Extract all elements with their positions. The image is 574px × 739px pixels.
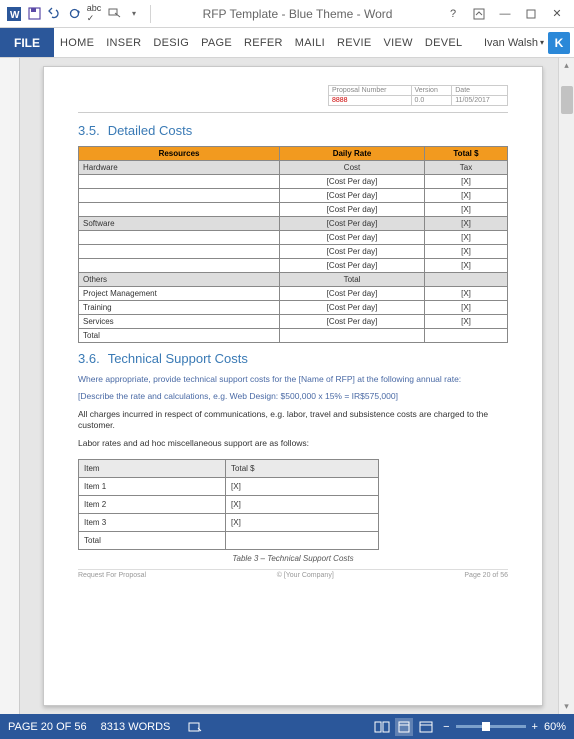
table-row: [Cost Per day][X] xyxy=(79,189,508,203)
close-icon[interactable]: ✕ xyxy=(544,3,570,25)
tab-home[interactable]: HOME xyxy=(54,28,100,57)
table-row: [Cost Per day][X] xyxy=(79,175,508,189)
tab-review[interactable]: REVIE xyxy=(331,28,378,57)
document-canvas[interactable]: Proposal NumberVersionDate 88880.011/05/… xyxy=(20,58,574,714)
tab-devel[interactable]: DEVEL xyxy=(419,28,469,57)
undo-icon[interactable] xyxy=(46,6,62,22)
table-row: Total xyxy=(79,532,379,550)
table-caption: Table 3 – Technical Support Costs xyxy=(78,554,508,563)
scroll-thumb[interactable] xyxy=(561,86,573,114)
tab-insert[interactable]: INSER xyxy=(100,28,147,57)
qa-customize-icon[interactable]: ▾ xyxy=(126,6,142,22)
tab-refer[interactable]: REFER xyxy=(238,28,289,57)
technical-support-table: ItemTotal $ Item 1[X]Item 2[X]Item 3[X]T… xyxy=(78,459,379,550)
header-info-table: Proposal NumberVersionDate 88880.011/05/… xyxy=(328,85,508,106)
zoom-value[interactable]: 60% xyxy=(544,721,566,733)
scroll-up-icon[interactable]: ▴ xyxy=(559,58,574,71)
table-row: Total xyxy=(79,329,508,343)
table-row: OthersTotal xyxy=(79,273,508,287)
para-3-6-4: Labor rates and ad hoc miscellaneous sup… xyxy=(78,438,508,449)
redo-icon[interactable] xyxy=(66,6,82,22)
table-row: Item 2[X] xyxy=(79,496,379,514)
section-3-6-heading: 3.6.Technical Support Costs xyxy=(78,351,508,366)
table-row: [Cost Per day][X] xyxy=(79,203,508,217)
page[interactable]: Proposal NumberVersionDate 88880.011/05/… xyxy=(43,66,543,706)
detailed-costs-table: ResourcesDaily RateTotal $ HardwareCostT… xyxy=(78,146,508,343)
scroll-down-icon[interactable]: ▾ xyxy=(559,701,574,712)
table-row: Item 1[X] xyxy=(79,478,379,496)
table-row: Software[Cost Per day][X] xyxy=(79,217,508,231)
tab-view[interactable]: VIEW xyxy=(378,28,419,57)
tab-file[interactable]: FILE xyxy=(0,28,54,57)
ribbon-collapse-icon[interactable] xyxy=(466,3,492,25)
separator xyxy=(150,5,151,23)
document-area: Proposal NumberVersionDate 88880.011/05/… xyxy=(0,58,574,714)
table-row: [Cost Per day][X] xyxy=(79,231,508,245)
window-title: RFP Template - Blue Theme - Word xyxy=(155,7,440,21)
header-divider xyxy=(78,112,508,113)
vertical-ruler xyxy=(0,58,20,714)
page-footer: Request For Proposal© [Your Company]Page… xyxy=(78,569,508,579)
table-row: [Cost Per day][X] xyxy=(79,245,508,259)
word-app-icon: W xyxy=(6,6,22,22)
para-3-6-2: [Describe the rate and calculations, e.g… xyxy=(78,391,508,402)
maximize-icon[interactable] xyxy=(518,3,544,25)
statusbar: PAGE 20 OF 56 8313 WORDS − + 60% xyxy=(0,714,574,739)
zoom-control[interactable]: − + 60% xyxy=(443,721,566,733)
titlebar: W abc✓ ▾ RFP Template - Blue Theme - Wor… xyxy=(0,0,574,28)
zoom-slider[interactable] xyxy=(456,725,526,728)
ribbon-tabs: FILE HOME INSER DESIG PAGE REFER MAILI R… xyxy=(0,28,574,58)
tab-design[interactable]: DESIG xyxy=(147,28,195,57)
table-row: Services[Cost Per day][X] xyxy=(79,315,508,329)
print-layout-icon[interactable] xyxy=(395,718,413,736)
status-page[interactable]: PAGE 20 OF 56 xyxy=(8,721,87,733)
save-icon[interactable] xyxy=(26,6,42,22)
table-row: HardwareCostTax xyxy=(79,161,508,175)
read-mode-icon[interactable] xyxy=(373,718,391,736)
para-3-6-3: All charges incurred in respect of commu… xyxy=(78,409,508,432)
table-row: Project Management[Cost Per day][X] xyxy=(79,287,508,301)
status-words[interactable]: 8313 WORDS xyxy=(101,721,171,733)
svg-text:W: W xyxy=(10,10,20,21)
selection-icon[interactable] xyxy=(106,6,122,22)
table-row: Training[Cost Per day][X] xyxy=(79,301,508,315)
user-badge: K xyxy=(548,32,570,54)
user-name[interactable]: Ivan Walsh ▾K xyxy=(480,28,574,57)
table-row: [Cost Per day][X] xyxy=(79,259,508,273)
help-icon[interactable]: ? xyxy=(440,3,466,25)
tab-mail[interactable]: MAILI xyxy=(289,28,331,57)
spellcheck-icon[interactable]: abc✓ xyxy=(86,6,102,22)
tab-page[interactable]: PAGE xyxy=(195,28,238,57)
vertical-scrollbar[interactable]: ▴ ▾ xyxy=(558,58,574,714)
zoom-in-icon[interactable]: + xyxy=(532,721,538,733)
proofing-icon[interactable] xyxy=(186,718,204,736)
minimize-icon[interactable]: — xyxy=(492,3,518,25)
zoom-out-icon[interactable]: − xyxy=(443,721,449,733)
web-layout-icon[interactable] xyxy=(417,718,435,736)
table-row: Item 3[X] xyxy=(79,514,379,532)
para-3-6-1: Where appropriate, provide technical sup… xyxy=(78,374,508,385)
section-3-5-heading: 3.5.Detailed Costs xyxy=(78,123,508,138)
